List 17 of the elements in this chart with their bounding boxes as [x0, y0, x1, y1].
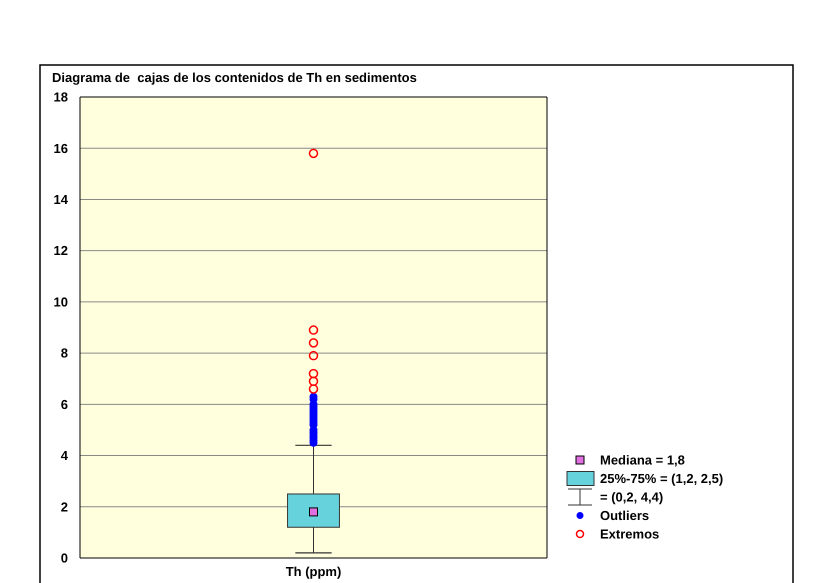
- text: Mediana = 1,8: [600, 452, 685, 468]
- y-tick-label: 8: [60, 346, 68, 361]
- y-tick-label: 2: [60, 499, 68, 514]
- y-tick-label: 0: [60, 550, 68, 566]
- chart-title: Diagrama de cajas de los contenidos de Th en sedimentos: [52, 70, 417, 85]
- legend-label: Outliers: [600, 508, 650, 524]
- y-tick-label: 14: [54, 192, 69, 207]
- y-tick-label: 12: [54, 243, 68, 258]
- y-tick-label: 10: [54, 294, 68, 310]
- legend-label: 25%-75% = (1,2, 2,5): [600, 471, 724, 486]
- text: = (0,2, 4,4): [600, 490, 664, 505]
- y-tick-label: 16: [54, 140, 68, 156]
- y-tick-label: 4: [60, 448, 69, 464]
- legend-label: Extremos: [600, 526, 660, 542]
- x-tick-label: Th (ppm): [286, 564, 342, 579]
- y-tick-label: 6: [60, 396, 68, 412]
- y-tick-label: 18: [54, 90, 68, 105]
